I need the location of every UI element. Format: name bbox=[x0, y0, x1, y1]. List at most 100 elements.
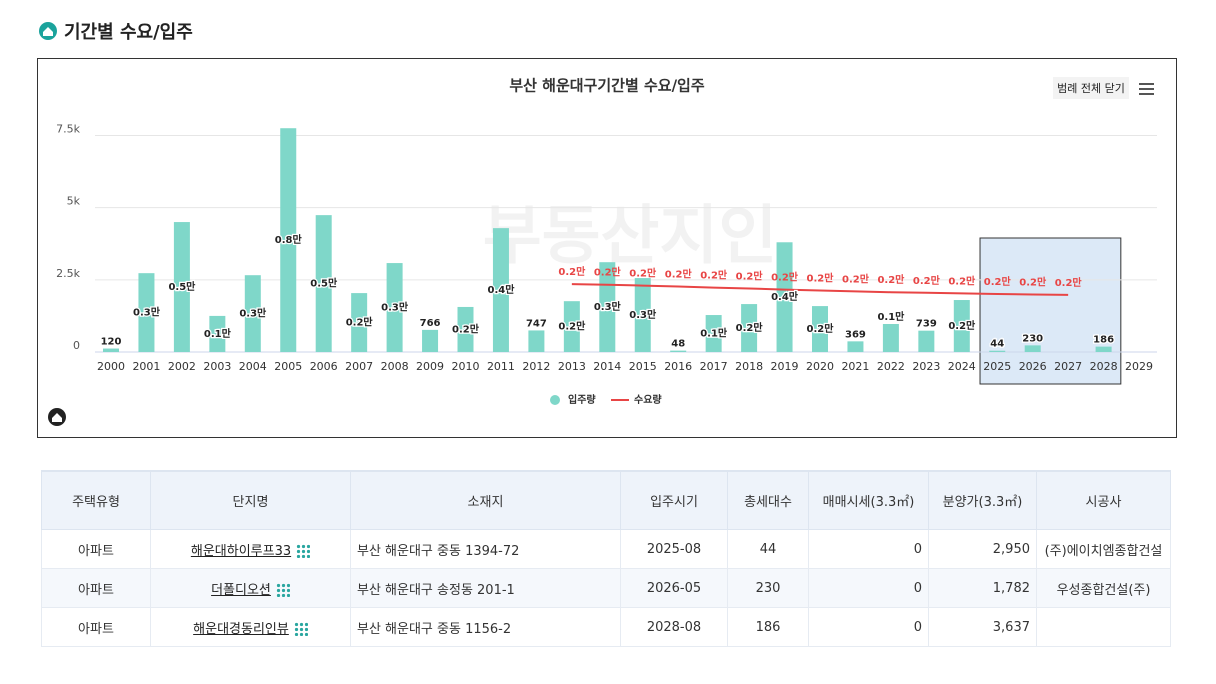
x-tick-label: 2003 bbox=[203, 360, 231, 373]
bar bbox=[705, 315, 722, 352]
grid-icon[interactable] bbox=[275, 583, 290, 597]
bar bbox=[422, 329, 439, 352]
y-tick-label: 0 bbox=[73, 339, 80, 352]
complex-link[interactable]: 해운대하이루프33 bbox=[190, 543, 292, 559]
data-label: 120 bbox=[101, 337, 122, 348]
table-cell: 우성종합건설(주) bbox=[1036, 568, 1171, 608]
data-label: 0.2만 bbox=[807, 322, 835, 335]
x-tick-label: 2008 bbox=[381, 360, 409, 373]
bar bbox=[173, 222, 190, 352]
table-cell: 2026-05 bbox=[620, 568, 728, 608]
x-tick-label: 2015 bbox=[629, 360, 657, 373]
complex-link[interactable]: 해운대경동리인뷰 bbox=[193, 621, 289, 637]
table-cell: 230 bbox=[727, 568, 809, 608]
legend-button[interactable] bbox=[1053, 77, 1129, 99]
bar bbox=[138, 273, 155, 352]
section-title: 기간별 수요/입주 bbox=[64, 22, 193, 43]
table-row: 아파트 해운대하이루프33 부산 해운대구 중동 1394-72 2025-08 44 0… bbox=[41, 529, 1171, 569]
bar bbox=[812, 306, 828, 352]
bar bbox=[457, 306, 474, 352]
table-row: 아파트 더폴디오션 부산 해운대구 송정동 201-1 2026-05 230 0 1,78… bbox=[41, 568, 1171, 608]
x-tick-label: 2021 bbox=[841, 360, 869, 373]
x-tick-label: 2023 bbox=[912, 360, 940, 373]
table-cell: 부산 해운대구 중동 1156-2 bbox=[350, 607, 621, 647]
table-cell: 아파트 bbox=[41, 529, 151, 569]
data-label: 0.2만 bbox=[629, 267, 657, 280]
bar bbox=[634, 278, 651, 352]
bar bbox=[1024, 345, 1041, 352]
x-tick-label: 2014 bbox=[593, 360, 621, 373]
x-tick-label: 2010 bbox=[452, 360, 480, 373]
data-label: 0.2만 bbox=[736, 321, 764, 334]
legend-button-label[interactable]: 범례 전체 닫기 bbox=[1057, 82, 1125, 95]
table-cell: 0 bbox=[808, 568, 929, 608]
data-label: 0.2만 bbox=[877, 273, 905, 286]
bar bbox=[315, 215, 332, 352]
x-tick-label: 2019 bbox=[771, 360, 799, 373]
table-cell: 2028-08 bbox=[620, 607, 728, 647]
x-tick-label: 2001 bbox=[132, 360, 160, 373]
table-cell: 2,950 bbox=[928, 529, 1037, 569]
data-label: 0.2만 bbox=[452, 322, 480, 335]
complex-link[interactable]: 더폴디오션 bbox=[211, 582, 271, 598]
data-label: 44 bbox=[990, 339, 1004, 350]
table-cell: 186 bbox=[727, 607, 809, 647]
data-label: 0.2만 bbox=[665, 267, 693, 280]
x-tick-label: 2013 bbox=[558, 360, 586, 373]
x-tick-label: 2016 bbox=[664, 360, 692, 373]
bar bbox=[670, 350, 687, 352]
column-header: 단지명 bbox=[150, 470, 351, 530]
x-tick-label: 2024 bbox=[948, 360, 976, 373]
x-tick-label: 2000 bbox=[97, 360, 125, 373]
y-tick-label: 5k bbox=[67, 195, 81, 208]
x-tick-label: 2029 bbox=[1125, 360, 1153, 373]
bar bbox=[918, 330, 935, 352]
x-tick-label: 2027 bbox=[1054, 360, 1082, 373]
menu-icon[interactable] bbox=[1139, 83, 1154, 95]
x-tick-label: 2009 bbox=[416, 360, 444, 373]
table-cell: 3,637 bbox=[928, 607, 1037, 647]
column-header: 매매시세(3.3㎡) bbox=[808, 470, 929, 530]
bar bbox=[776, 242, 793, 352]
table-cell: 2025-08 bbox=[620, 529, 728, 569]
data-label: 0.3만 bbox=[381, 301, 409, 314]
table-cell: 더폴디오션 bbox=[150, 568, 351, 608]
bar bbox=[847, 341, 864, 352]
bar bbox=[953, 300, 970, 352]
data-label: 0.4만 bbox=[771, 290, 799, 303]
data-label: 0.2만 bbox=[948, 274, 976, 287]
bar bbox=[280, 128, 297, 352]
data-label: 0.2만 bbox=[842, 272, 870, 285]
watermark: 부동산지인 bbox=[483, 200, 777, 274]
data-label: 0.5만 bbox=[310, 277, 338, 290]
bar bbox=[492, 228, 509, 352]
column-header: 총세대수 bbox=[727, 470, 809, 530]
data-label: 0.2만 bbox=[913, 274, 941, 287]
column-header: 주택유형 bbox=[41, 470, 151, 530]
data-table: 주택유형 단지명 소재지 입주시기 총세대수 매매시세(3.3㎡) 분양가(3.3㎡) 시공사… bbox=[41, 470, 1171, 647]
bar bbox=[103, 348, 119, 352]
data-label: 0.4만 bbox=[487, 283, 515, 296]
column-header: 소재지 bbox=[350, 470, 621, 530]
bar bbox=[563, 301, 580, 352]
x-tick-label: 2018 bbox=[735, 360, 763, 373]
grid-icon[interactable] bbox=[293, 622, 308, 636]
x-tick-label: 2011 bbox=[487, 360, 515, 373]
section-header: 기간별 수요/입주 bbox=[38, 18, 193, 44]
data-label: 0.1만 bbox=[877, 310, 905, 323]
data-label: 739 bbox=[916, 319, 937, 330]
data-label: 0.2만 bbox=[346, 316, 374, 329]
data-label: 0.2만 bbox=[984, 275, 1012, 288]
x-tick-label: 2004 bbox=[239, 360, 267, 373]
data-label: 0.2만 bbox=[948, 319, 976, 332]
data-label: 0.2만 bbox=[594, 266, 622, 279]
grid-icon[interactable] bbox=[296, 544, 311, 558]
x-tick-label: 2012 bbox=[522, 360, 550, 373]
y-tick-label: 2.5k bbox=[56, 267, 80, 280]
column-header: 분양가(3.3㎡) bbox=[928, 470, 1037, 530]
x-tick-label: 2007 bbox=[345, 360, 373, 373]
table-header: 주택유형 단지명 소재지 입주시기 총세대수 매매시세(3.3㎡) 분양가(3.3㎡) 시공사 bbox=[41, 470, 1171, 530]
data-label: 230 bbox=[1022, 333, 1043, 344]
chart: 부산 해운대구기간별 수요/입주 범례 전체 닫기 부동산지인 0 2.5k 5k 7… bbox=[37, 58, 1177, 438]
